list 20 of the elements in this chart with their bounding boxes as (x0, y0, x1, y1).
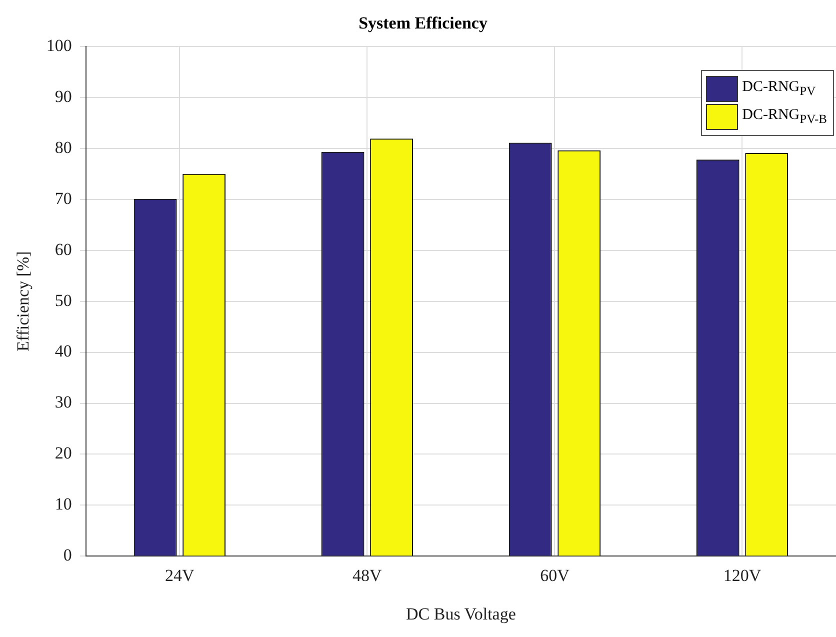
y-tick-label: 30 (54, 392, 72, 412)
x-axis-title: DC Bus Voltage (406, 604, 516, 624)
y-tick-label: 70 (54, 188, 72, 208)
x-tick-label: 120V (723, 566, 762, 585)
x-tick-label: 24V (165, 566, 196, 585)
y-tick-label: 100 (46, 36, 72, 55)
chart-title: System Efficiency (358, 14, 488, 33)
x-tick-label: 60V (540, 566, 570, 585)
y-tick-label: 20 (54, 444, 72, 463)
y-tick-label: 0 (63, 546, 72, 565)
x-tick-label: 48V (352, 566, 383, 585)
y-axis-title: Efficiency [%] (14, 251, 33, 352)
y-tick-label: 90 (54, 86, 72, 106)
y-tick-label: 50 (54, 290, 72, 310)
legend-label: DC-RNG$_{PV}$ (742, 79, 816, 99)
y-tick-label: 10 (54, 494, 72, 514)
y-tick-label: 60 (54, 240, 72, 259)
y-tick-label: 40 (54, 342, 72, 361)
y-tick-label: 80 (54, 138, 72, 157)
legend-label: DC-RNG$_{PV-B}$ (742, 107, 827, 127)
